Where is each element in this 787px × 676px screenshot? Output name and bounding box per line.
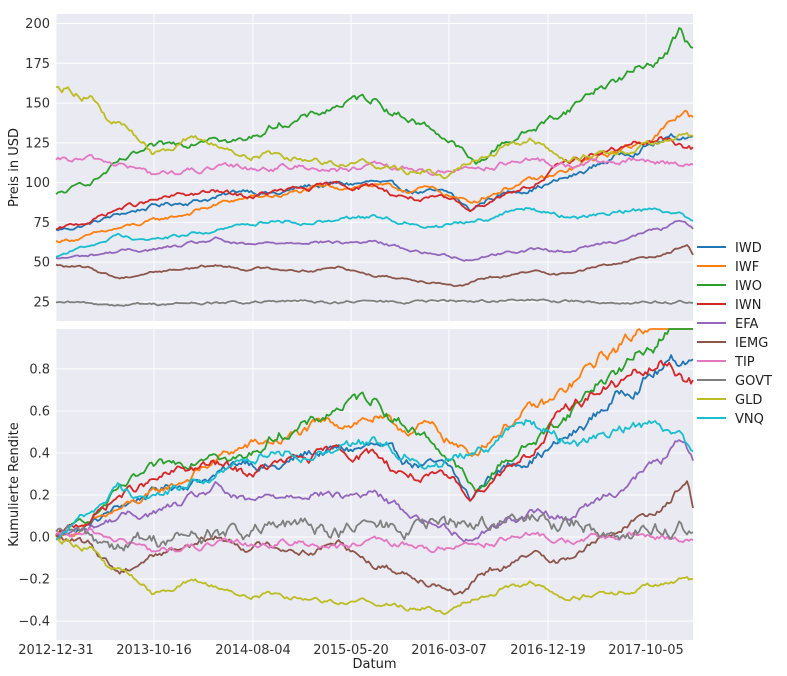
x-tick-label: 2015-05-20: [313, 643, 389, 658]
plot-background: [56, 329, 693, 640]
series-line-govt: [55, 298, 694, 307]
y-tick-label: 25: [33, 295, 50, 310]
series-line-iwn: [55, 359, 694, 536]
series-line-iwf: [55, 328, 693, 540]
x-axis-label: Datum: [353, 657, 397, 672]
legend-label-vnq: VNQ: [735, 412, 764, 427]
x-tick-label: 2013-10-16: [116, 643, 192, 658]
x-tick-label: 2016-12-19: [510, 643, 586, 658]
y-tick-label: 0.0: [29, 531, 50, 546]
legend-label-iwf: IWF: [735, 260, 759, 275]
series-line-gld: [55, 538, 694, 615]
series-line-tip: [55, 153, 694, 176]
series-line-govt: [55, 513, 694, 552]
legend-label-efa: EFA: [735, 317, 758, 332]
series-line-iwo: [55, 328, 693, 536]
y-tick-label: 125: [25, 136, 50, 151]
legend-label-govt: GOVT: [735, 374, 772, 389]
series-line-tip: [55, 527, 694, 554]
legend-label-iwo: IWO: [735, 279, 762, 294]
y-axis-label: Kumulierte Rendite: [7, 422, 22, 546]
legend-label-iwd: IWD: [735, 241, 762, 256]
series-line-efa: [55, 439, 694, 543]
legend-label-iemg: IEMG: [735, 336, 768, 351]
y-tick-label: 100: [25, 176, 50, 191]
panel-1: 25 50 75 100 125 150 175 200 Preis in USD: [7, 14, 694, 321]
series-line-iemg: [55, 480, 694, 596]
y-tick-label: −0.2: [18, 573, 50, 588]
series-line-iwf: [55, 109, 694, 244]
y-tick-label: 175: [25, 57, 50, 72]
series-line-vnq: [55, 419, 694, 541]
panel-2: −0.4 −0.2 0.0 0.2 0.4 0.6 0.8 Kumulierte Rendit…: [7, 328, 694, 640]
y-tick-label: 0.8: [29, 362, 50, 377]
x-tick-label: 2012-12-31: [18, 643, 94, 658]
y-tick-label: 0.6: [29, 404, 50, 419]
x-tick-label: 2014-08-04: [215, 643, 291, 658]
legend: IWD IWF IWO IWN EFA IEMG TIP GOVT GLD VNQ: [697, 241, 772, 427]
legend-label-iwn: IWN: [735, 298, 761, 313]
y-tick-label: 0.2: [29, 489, 50, 504]
series-line-efa: [55, 219, 694, 262]
legend-label-gld: GLD: [735, 393, 762, 408]
series-line-iemg: [55, 244, 694, 288]
y-tick-label: −0.4: [18, 615, 50, 630]
series-line-gld: [55, 85, 694, 180]
y-tick-label: 50: [33, 256, 50, 271]
y-tick-label: 200: [25, 17, 50, 32]
x-tick-label: 2017-10-05: [608, 643, 684, 658]
series-line-iwd: [55, 133, 694, 232]
series-line-iwo: [55, 27, 694, 195]
legend-label-tip: TIP: [734, 355, 755, 370]
series-line-vnq: [55, 207, 694, 258]
x-tick-label: 2016-03-07: [411, 643, 487, 658]
y-tick-label: 75: [33, 216, 50, 231]
series-line-iwd: [55, 354, 694, 538]
y-axis-label: Preis in USD: [7, 128, 22, 207]
y-tick-label: 150: [25, 97, 50, 112]
y-tick-label: 0.4: [29, 446, 50, 461]
